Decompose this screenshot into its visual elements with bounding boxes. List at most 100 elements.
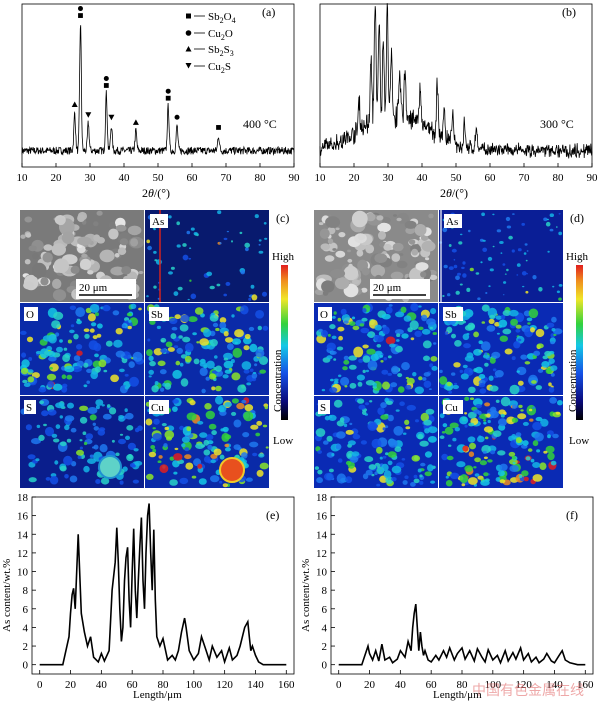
sem-grain [365, 244, 375, 254]
sem-grain [405, 226, 416, 235]
map-d-o-dots [316, 303, 438, 394]
map-grain [203, 449, 211, 456]
map-grain [31, 438, 41, 445]
map-grain [41, 410, 49, 417]
sem-grain [365, 212, 376, 222]
map-grain [83, 441, 88, 446]
map-grain [550, 341, 555, 345]
sem-grain [121, 266, 132, 275]
xrd-a-frame [21, 3, 295, 168]
map-grain [95, 399, 104, 406]
map-grain [543, 450, 548, 454]
map-grain [473, 466, 477, 469]
map-grain [448, 444, 452, 447]
map-grain [171, 326, 178, 331]
map-grain [506, 225, 512, 229]
map-grain [343, 423, 348, 428]
map-grain [550, 373, 555, 377]
profile-f-xlabel: Length/μm [433, 689, 482, 701]
map-grain [154, 259, 158, 262]
map-grain [188, 316, 198, 323]
map-grain [342, 366, 348, 371]
xrd-a-xlabel: 2θ/(°) [142, 186, 170, 200]
map-grain [23, 382, 31, 387]
sem-grain [393, 214, 397, 217]
map-grain [475, 272, 480, 275]
map-grain [362, 473, 369, 480]
sem-grain [356, 249, 364, 257]
map-grain [366, 333, 373, 337]
map-grain [459, 283, 463, 286]
sem-grain [93, 234, 101, 242]
map-grain [48, 356, 57, 362]
xrd-b-trace [319, 3, 593, 159]
legend-circle-marker [185, 30, 192, 36]
map-grain [486, 325, 496, 332]
map-grain [532, 406, 536, 409]
map-grain [87, 313, 96, 322]
map-grain [522, 285, 525, 288]
map-grain [550, 365, 558, 371]
map-grain [69, 305, 77, 311]
map-grain [423, 419, 432, 426]
map-grain [190, 227, 195, 231]
map-grain [443, 264, 448, 269]
map-grain [433, 342, 437, 345]
map-grain [555, 411, 561, 415]
map-grain [190, 293, 197, 300]
sem-grain [338, 232, 346, 238]
map-grain [527, 322, 531, 325]
map-grain [427, 436, 437, 443]
map-grain [374, 471, 378, 476]
map-grain [176, 244, 181, 248]
map-grain [67, 339, 72, 344]
x-tick-label: 50 [451, 172, 463, 184]
map-grain [118, 415, 125, 419]
map-grain [100, 477, 110, 485]
map-grain [511, 356, 516, 361]
panel-label-f: (f) [566, 508, 578, 522]
colorbar-d [576, 265, 583, 420]
map-grain [376, 344, 382, 348]
map-grain [532, 440, 539, 447]
map-grain [329, 324, 336, 330]
map-grain [352, 325, 360, 331]
map-grain [35, 458, 40, 462]
map-grain [513, 341, 521, 349]
map-grain [548, 358, 555, 364]
map-grain [251, 372, 258, 379]
map-grain [426, 318, 436, 326]
map-grain [172, 399, 180, 404]
profile-e-axes: 0 20 40 60 80 100 120 140 160 0 2 4 6 8 10 12 14 16 18 [17, 492, 295, 691]
map-grain [461, 266, 465, 270]
map-grain [480, 261, 483, 264]
map-grain [369, 400, 373, 403]
map-grain [332, 315, 336, 319]
map-grain [59, 465, 67, 472]
map-grain [66, 438, 72, 443]
map-grain [206, 360, 215, 369]
sem-grain [127, 225, 142, 236]
map-grain [381, 463, 389, 472]
map-grain [55, 402, 65, 409]
map-grain [499, 335, 508, 342]
map-grain [442, 423, 448, 428]
map-grain [524, 243, 528, 246]
map-c-sb-dots [146, 304, 269, 394]
map-grain [259, 369, 267, 374]
map-grain [485, 292, 488, 294]
sem-grain [375, 274, 382, 281]
x-tick-label: 30 [85, 172, 97, 184]
map-grain [432, 332, 438, 335]
map-grain [118, 438, 126, 445]
map-grain [315, 428, 326, 437]
map-grain [169, 479, 178, 486]
sem-grain [396, 217, 402, 222]
map-grain [516, 263, 521, 267]
map-grain [462, 273, 467, 278]
map-grain [450, 472, 460, 479]
map-grain [380, 414, 389, 420]
map-grain [464, 424, 468, 428]
map-grain [479, 388, 487, 394]
map-grain [484, 362, 489, 367]
